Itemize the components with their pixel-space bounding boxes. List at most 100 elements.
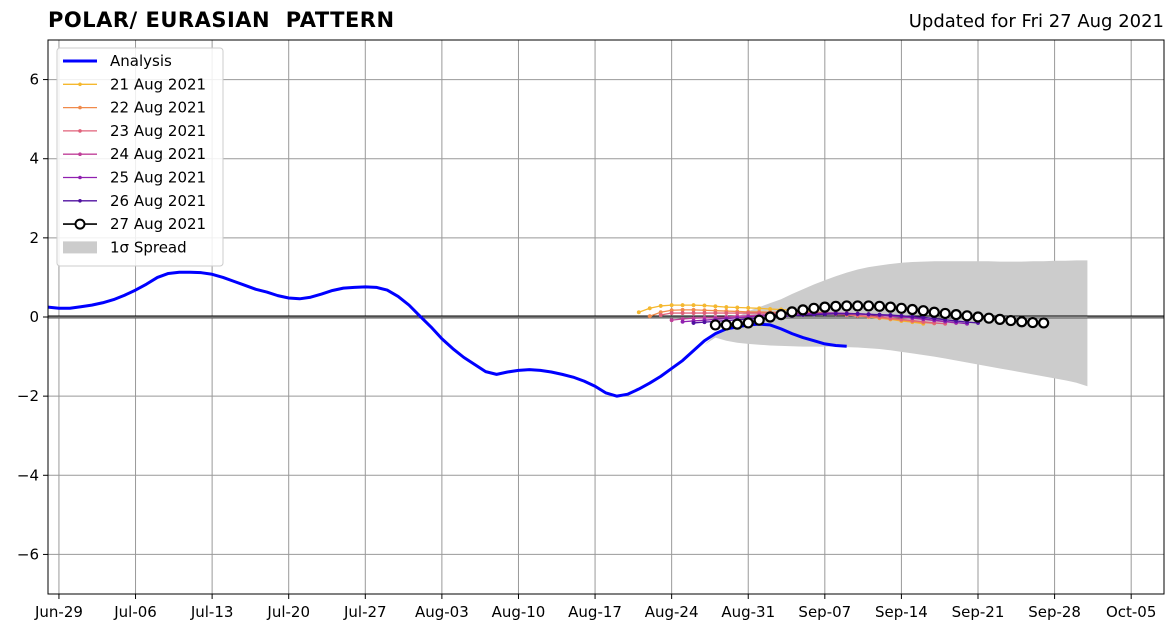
x-tick-label: Aug-03 xyxy=(415,603,469,621)
forecast-point xyxy=(1027,316,1039,329)
forecast-point xyxy=(746,305,751,310)
forecast-point xyxy=(742,317,754,329)
forecast-point xyxy=(1005,314,1017,327)
y-tick-label: −2 xyxy=(17,387,39,405)
x-tick-label: Sep-28 xyxy=(1028,603,1081,621)
forecast-point xyxy=(819,301,831,313)
legend-marker xyxy=(78,129,82,133)
forecast-point xyxy=(910,314,915,319)
x-tick-label: Sep-21 xyxy=(952,603,1005,621)
forecast-point xyxy=(757,306,762,311)
forecast-point xyxy=(994,313,1006,325)
y-tick-label: 2 xyxy=(29,229,39,247)
x-tick-label: Aug-17 xyxy=(568,603,622,621)
y-tick-label: 6 xyxy=(29,71,39,89)
legend-marker xyxy=(78,152,82,156)
forecast-point xyxy=(735,305,740,310)
forecast-point xyxy=(764,311,776,323)
chart-title: POLAR/ EURASIAN PATTERN xyxy=(48,8,395,32)
forecast-point xyxy=(669,318,674,323)
forecast-point xyxy=(877,312,882,317)
analysis-line xyxy=(47,270,847,398)
forecast-point xyxy=(961,310,973,322)
forecast-point xyxy=(647,314,652,319)
forecast-point xyxy=(680,303,685,308)
forecast-point xyxy=(928,306,940,318)
forecast-point xyxy=(691,320,696,325)
legend-box xyxy=(56,47,224,267)
legend-marker xyxy=(78,199,82,203)
forecast-point xyxy=(972,311,984,323)
forecast-point xyxy=(636,310,641,315)
forecast-point xyxy=(775,309,787,321)
forecast-point xyxy=(797,304,809,316)
legend-label: Analysis xyxy=(110,52,172,70)
x-tick-label: Oct-05 xyxy=(1106,603,1156,621)
forecast-point xyxy=(702,310,707,316)
legend-label: 21 Aug 2021 xyxy=(110,75,206,93)
x-tick-label: Aug-31 xyxy=(721,603,775,621)
legend-marker xyxy=(74,218,86,230)
forecast-point xyxy=(983,312,995,324)
legend-label: 27 Aug 2021 xyxy=(110,215,206,233)
legend-swatch xyxy=(63,241,97,254)
legend-marker xyxy=(78,82,82,87)
x-tick-label: Sep-07 xyxy=(798,603,851,621)
legend-label: 23 Aug 2021 xyxy=(110,122,206,140)
forecast-point xyxy=(720,319,732,331)
x-tick-label: Jun-29 xyxy=(34,603,83,621)
forecast-point xyxy=(884,301,897,313)
y-tick-label: −6 xyxy=(17,545,39,563)
forecast-point xyxy=(691,310,696,316)
y-tick-label: −4 xyxy=(17,466,39,484)
forecast-point xyxy=(658,312,663,318)
legend-marker xyxy=(78,105,82,110)
forecast-point xyxy=(899,313,904,318)
spread-area xyxy=(704,260,1088,387)
x-tick-label: Sep-14 xyxy=(875,603,928,621)
legend-label: 1σ Spread xyxy=(110,238,187,256)
legend: Analysis 21 Aug 2021 22 Aug 2021 23 Aug 202… xyxy=(56,47,224,267)
forecast-point xyxy=(713,310,718,316)
forecast-point xyxy=(731,318,743,330)
forecast-point xyxy=(786,306,798,318)
forecast-point xyxy=(841,300,853,312)
forecast-point xyxy=(822,312,827,317)
forecast-point xyxy=(906,303,918,316)
forecast-point xyxy=(855,311,860,316)
forecast-point xyxy=(658,303,663,308)
forecast-point xyxy=(844,311,849,316)
forecast-point xyxy=(680,319,685,324)
y-tick-label: 0 xyxy=(29,308,39,326)
forecast-point xyxy=(680,310,685,316)
forecast-point xyxy=(724,305,729,310)
forecast-point xyxy=(691,303,696,308)
x-tick-label: Jul-13 xyxy=(190,603,234,621)
updated-date: Updated for Fri 27 Aug 2021 xyxy=(908,11,1164,32)
x-tick-label: Jul-20 xyxy=(266,603,310,621)
forecast-point xyxy=(866,312,871,317)
legend-label: 22 Aug 2021 xyxy=(110,99,206,117)
forecast-point xyxy=(830,300,842,312)
forecast-point xyxy=(888,312,893,318)
x-tick-label: Aug-24 xyxy=(645,603,699,621)
forecast-point xyxy=(669,303,674,308)
forecast-point xyxy=(808,302,820,314)
forecast-point xyxy=(862,300,875,312)
forecast-point xyxy=(939,307,951,320)
forecast-point xyxy=(724,310,729,316)
legend-marker xyxy=(78,175,82,180)
forecast-point xyxy=(702,303,707,308)
forecast-point xyxy=(873,300,886,312)
forecast-point xyxy=(1016,316,1028,328)
y-tick-label: 4 xyxy=(29,150,39,168)
forecast-point xyxy=(647,306,652,311)
forecast-point xyxy=(702,320,707,325)
legend-label: 25 Aug 2021 xyxy=(110,169,206,187)
forecast-point xyxy=(1038,317,1050,329)
x-tick-label: Jul-06 xyxy=(113,603,157,621)
forecast-point xyxy=(753,314,765,326)
forecast-point xyxy=(833,311,838,316)
legend-label: 26 Aug 2021 xyxy=(110,192,206,210)
